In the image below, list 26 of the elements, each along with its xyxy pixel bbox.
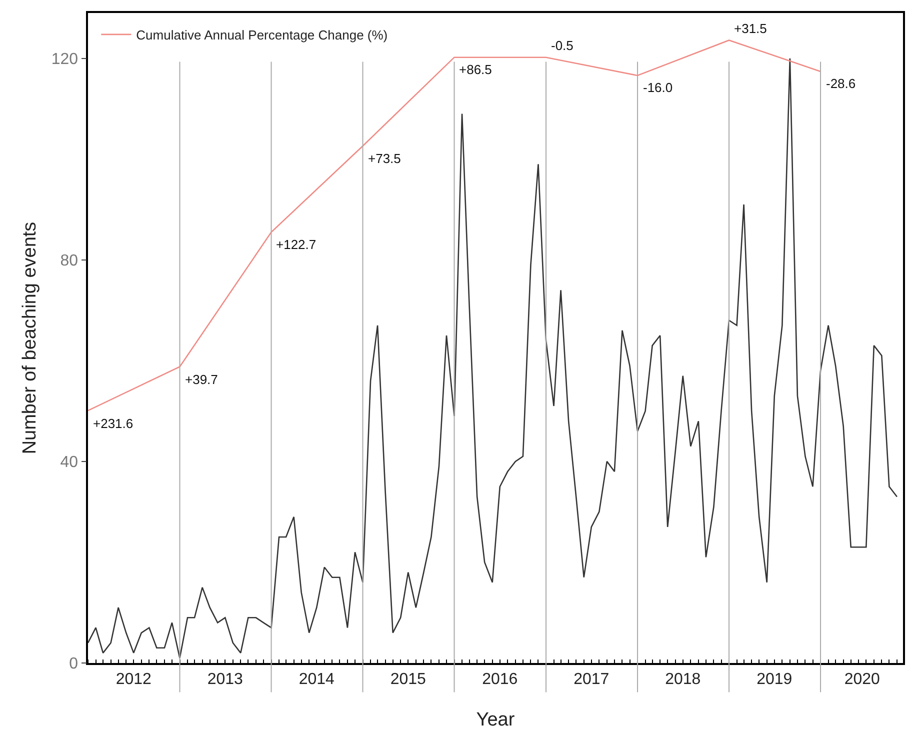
legend-label: Cumulative Annual Percentage Change (%) bbox=[136, 28, 388, 43]
annotation: +231.6 bbox=[93, 416, 134, 431]
y-tick-label: 80 bbox=[60, 252, 78, 270]
x-axis-title: Year bbox=[476, 709, 516, 730]
annotation: -28.6 bbox=[826, 76, 856, 91]
annotation: +39.7 bbox=[185, 372, 218, 387]
y-tick-label: 40 bbox=[60, 454, 78, 472]
annotation: +73.5 bbox=[368, 151, 401, 166]
x-tick-label: 2017 bbox=[574, 670, 610, 688]
annotation: -16.0 bbox=[643, 80, 673, 95]
annotation: -0.5 bbox=[551, 38, 574, 53]
annotation: +122.7 bbox=[276, 237, 316, 252]
x-tick-label: 2016 bbox=[482, 670, 518, 688]
y-tick-label: 0 bbox=[69, 656, 78, 673]
x-tick-label: 2020 bbox=[844, 670, 880, 688]
y-tick-label: 120 bbox=[51, 50, 78, 68]
x-tick-label: 2018 bbox=[665, 670, 701, 688]
x-tick-label: 2012 bbox=[116, 670, 152, 688]
annotation: +31.5 bbox=[734, 21, 767, 36]
x-tick-label: 2019 bbox=[756, 670, 792, 688]
annotation: +86.5 bbox=[459, 62, 492, 77]
x-tick-label: 2013 bbox=[207, 670, 244, 688]
x-tick-label: 2014 bbox=[298, 670, 335, 688]
line-series bbox=[88, 58, 898, 659]
x-tick-label: 2015 bbox=[390, 670, 426, 688]
y-axis-title: Number of beaching events bbox=[20, 222, 41, 454]
